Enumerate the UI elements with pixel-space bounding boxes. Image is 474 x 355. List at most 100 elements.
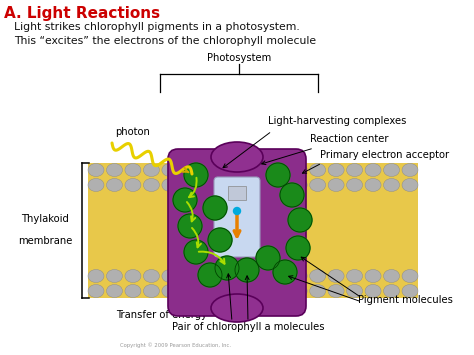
- Circle shape: [215, 256, 239, 280]
- Text: Pair of chlorophyll a molecules: Pair of chlorophyll a molecules: [172, 322, 324, 332]
- Circle shape: [184, 240, 208, 264]
- Ellipse shape: [125, 284, 141, 297]
- Circle shape: [256, 246, 280, 270]
- Circle shape: [280, 183, 304, 207]
- Circle shape: [235, 258, 259, 282]
- Text: Transfer of energy: Transfer of energy: [117, 310, 208, 320]
- Ellipse shape: [211, 294, 263, 322]
- Ellipse shape: [162, 164, 178, 176]
- Ellipse shape: [162, 284, 178, 297]
- Ellipse shape: [273, 164, 289, 176]
- Ellipse shape: [199, 164, 215, 176]
- Ellipse shape: [144, 179, 159, 191]
- Ellipse shape: [88, 164, 104, 176]
- Ellipse shape: [254, 269, 270, 283]
- Ellipse shape: [346, 164, 363, 176]
- Ellipse shape: [273, 179, 289, 191]
- Ellipse shape: [217, 179, 233, 191]
- Ellipse shape: [236, 164, 252, 176]
- Ellipse shape: [180, 269, 196, 283]
- Ellipse shape: [383, 179, 400, 191]
- Ellipse shape: [162, 179, 178, 191]
- Ellipse shape: [365, 164, 381, 176]
- Ellipse shape: [211, 142, 263, 172]
- Ellipse shape: [310, 164, 326, 176]
- Ellipse shape: [88, 179, 104, 191]
- Ellipse shape: [402, 269, 418, 283]
- Circle shape: [198, 263, 222, 287]
- Circle shape: [173, 188, 197, 212]
- Text: Copyright © 2009 Pearson Education, Inc.: Copyright © 2009 Pearson Education, Inc.: [120, 342, 231, 348]
- Ellipse shape: [199, 269, 215, 283]
- Ellipse shape: [254, 164, 270, 176]
- Ellipse shape: [346, 269, 363, 283]
- Text: membrane: membrane: [18, 236, 72, 246]
- Ellipse shape: [254, 284, 270, 297]
- Ellipse shape: [144, 269, 159, 283]
- Ellipse shape: [291, 284, 307, 297]
- Ellipse shape: [236, 179, 252, 191]
- Ellipse shape: [291, 164, 307, 176]
- Circle shape: [208, 228, 232, 252]
- Ellipse shape: [328, 179, 344, 191]
- Ellipse shape: [273, 284, 289, 297]
- Text: Thylakoid: Thylakoid: [21, 214, 69, 224]
- Bar: [88, 163, 418, 298]
- Ellipse shape: [125, 269, 141, 283]
- Circle shape: [273, 260, 297, 284]
- Ellipse shape: [125, 164, 141, 176]
- Circle shape: [178, 214, 202, 238]
- Ellipse shape: [107, 269, 122, 283]
- Ellipse shape: [402, 179, 418, 191]
- Ellipse shape: [254, 179, 270, 191]
- Ellipse shape: [180, 179, 196, 191]
- Ellipse shape: [107, 284, 122, 297]
- Ellipse shape: [291, 269, 307, 283]
- Ellipse shape: [383, 284, 400, 297]
- Ellipse shape: [402, 164, 418, 176]
- Ellipse shape: [217, 164, 233, 176]
- Ellipse shape: [291, 179, 307, 191]
- Ellipse shape: [217, 284, 233, 297]
- Ellipse shape: [162, 269, 178, 283]
- Text: Primary electron acceptor: Primary electron acceptor: [320, 150, 449, 160]
- Ellipse shape: [144, 164, 159, 176]
- Circle shape: [288, 208, 312, 232]
- Ellipse shape: [383, 269, 400, 283]
- Ellipse shape: [180, 284, 196, 297]
- Text: Photosystem: Photosystem: [207, 53, 271, 63]
- Ellipse shape: [144, 284, 159, 297]
- Ellipse shape: [236, 284, 252, 297]
- Text: Pigment molecules: Pigment molecules: [358, 295, 453, 305]
- Ellipse shape: [310, 284, 326, 297]
- Ellipse shape: [383, 164, 400, 176]
- FancyBboxPatch shape: [214, 177, 260, 257]
- Ellipse shape: [328, 284, 344, 297]
- Ellipse shape: [217, 269, 233, 283]
- Ellipse shape: [328, 269, 344, 283]
- Ellipse shape: [310, 179, 326, 191]
- Ellipse shape: [199, 284, 215, 297]
- Ellipse shape: [310, 269, 326, 283]
- Text: This “excites” the electrons of the chlorophyll molecule: This “excites” the electrons of the chlo…: [14, 36, 316, 46]
- Ellipse shape: [236, 269, 252, 283]
- Text: Reaction center: Reaction center: [310, 134, 389, 144]
- Ellipse shape: [365, 284, 381, 297]
- Text: Light strikes chlorophyll pigments in a photosystem.: Light strikes chlorophyll pigments in a …: [14, 22, 300, 32]
- Text: Light-harvesting complexes: Light-harvesting complexes: [268, 116, 406, 126]
- Ellipse shape: [273, 269, 289, 283]
- Ellipse shape: [402, 284, 418, 297]
- Ellipse shape: [346, 179, 363, 191]
- Circle shape: [266, 163, 290, 187]
- Ellipse shape: [107, 179, 122, 191]
- Circle shape: [203, 196, 227, 220]
- Circle shape: [286, 236, 310, 260]
- Ellipse shape: [125, 179, 141, 191]
- Circle shape: [184, 163, 208, 187]
- Ellipse shape: [365, 179, 381, 191]
- Text: photon: photon: [115, 127, 150, 137]
- FancyBboxPatch shape: [168, 149, 306, 316]
- Circle shape: [234, 208, 240, 214]
- Bar: [228, 186, 246, 200]
- Ellipse shape: [107, 164, 122, 176]
